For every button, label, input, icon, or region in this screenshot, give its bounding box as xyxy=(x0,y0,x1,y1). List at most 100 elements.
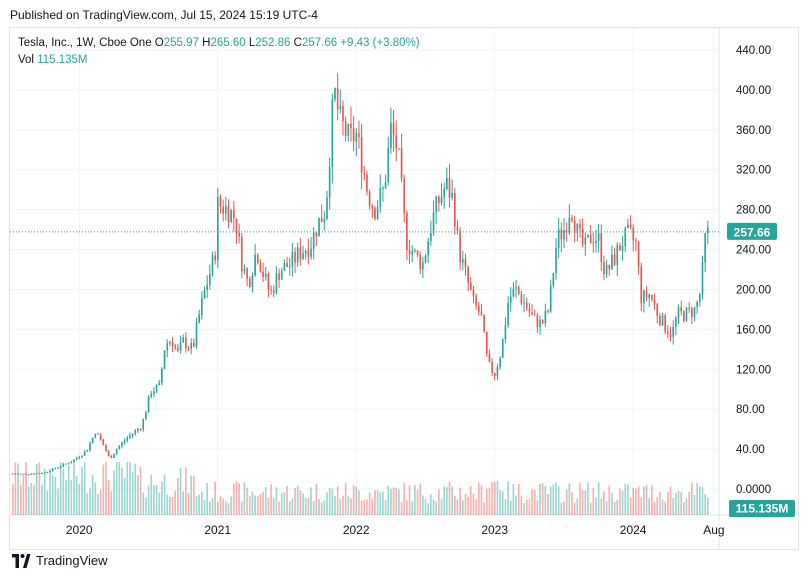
candle-body xyxy=(517,287,520,295)
y-tick-label: 320.00 xyxy=(736,165,771,177)
candle-body xyxy=(645,290,648,299)
candle-body xyxy=(251,275,254,288)
volume-bar xyxy=(579,483,581,515)
candle-body xyxy=(150,394,153,398)
volume-bar xyxy=(422,495,424,515)
candle-body xyxy=(374,208,376,219)
candle-body xyxy=(390,123,392,148)
volume-bar xyxy=(342,495,344,515)
candle-body xyxy=(416,250,419,255)
candle-body xyxy=(472,289,475,296)
volume-bar xyxy=(432,499,435,515)
volume-bar xyxy=(206,482,208,515)
candle-body xyxy=(371,205,374,209)
volume-bar xyxy=(533,489,536,515)
volume-bar xyxy=(691,482,693,515)
candle-body xyxy=(477,305,480,312)
candle-body xyxy=(523,302,525,304)
volume-bar xyxy=(270,484,272,515)
volume-bar xyxy=(366,499,368,515)
volume-bar xyxy=(483,502,485,515)
volume-bar xyxy=(640,497,643,515)
volume-bar xyxy=(555,482,557,515)
volume-bar xyxy=(560,502,563,515)
candle-body xyxy=(659,315,661,326)
volume-bar xyxy=(539,483,541,515)
volume-bar xyxy=(605,501,608,515)
volume-bar xyxy=(563,501,565,515)
candle-body xyxy=(224,206,227,214)
brand-footer[interactable]: TradingView xyxy=(10,553,108,568)
volume-bar xyxy=(613,501,616,515)
volume-bar xyxy=(115,462,118,515)
volume-bar xyxy=(169,496,171,515)
volume-bar xyxy=(147,485,150,515)
volume-bar xyxy=(193,475,195,515)
volume-bar xyxy=(669,486,672,515)
volume-bar xyxy=(456,499,459,515)
candle-body xyxy=(696,301,698,308)
volume-bar xyxy=(102,464,105,515)
candle-body xyxy=(571,217,573,221)
volume-bar xyxy=(667,491,669,515)
volume-bar xyxy=(706,497,709,515)
volume-bar xyxy=(302,493,304,515)
volume-bar xyxy=(501,491,504,515)
volume-bar xyxy=(565,489,568,515)
candle-body xyxy=(171,342,174,346)
candle-body xyxy=(565,230,568,232)
volume-label: Vol xyxy=(18,54,34,66)
candle-body xyxy=(201,298,203,315)
volume-bar xyxy=(163,474,166,515)
candle-body xyxy=(675,317,677,327)
candle-body xyxy=(246,268,248,279)
volume-bar xyxy=(86,493,89,515)
candle-body xyxy=(339,105,342,110)
candle-body xyxy=(525,302,528,309)
volume-bar xyxy=(480,484,483,515)
volume-bar xyxy=(544,485,547,515)
x-tick-label: 2023 xyxy=(481,523,508,537)
volume-bar xyxy=(443,486,446,515)
volume-bar xyxy=(99,489,102,515)
candle-body xyxy=(651,294,653,300)
candle-body xyxy=(161,368,163,383)
volume-bar xyxy=(161,481,163,515)
close-value: 257.66 xyxy=(301,37,338,49)
volume-bar xyxy=(576,498,579,515)
volume-bar xyxy=(243,482,246,515)
candle-body xyxy=(667,331,669,334)
volume-bar xyxy=(446,487,448,515)
volume-bar xyxy=(621,490,624,515)
volume-bar xyxy=(65,480,67,515)
candle-body xyxy=(43,472,46,474)
candle-body xyxy=(259,262,262,272)
candle-body xyxy=(243,268,246,272)
y-tick-label: 200.00 xyxy=(736,284,771,296)
candle-body xyxy=(235,218,238,233)
volume-bar xyxy=(107,479,110,515)
candle-body xyxy=(67,463,70,465)
volume-bar xyxy=(43,468,46,515)
volume-bar xyxy=(616,499,619,515)
candle-body xyxy=(509,296,512,303)
candle-body xyxy=(262,271,264,277)
volume-bar xyxy=(336,486,339,515)
volume-bar xyxy=(123,477,126,515)
y-tick-label: 360.00 xyxy=(736,125,771,137)
volume-bar xyxy=(677,490,680,515)
volume-bar xyxy=(283,492,286,515)
volume-bar xyxy=(296,485,299,515)
volume-bar xyxy=(384,500,387,515)
volume-bar xyxy=(57,488,59,515)
y-tick-label: 80.00 xyxy=(736,404,765,416)
candle-body xyxy=(33,473,35,475)
volume-bar xyxy=(158,492,161,515)
candle-body xyxy=(443,188,446,197)
candle-body xyxy=(640,266,643,304)
candle-body xyxy=(691,308,693,318)
candle-body xyxy=(304,250,307,254)
candle-body xyxy=(264,273,267,277)
volume-bar xyxy=(30,483,33,515)
